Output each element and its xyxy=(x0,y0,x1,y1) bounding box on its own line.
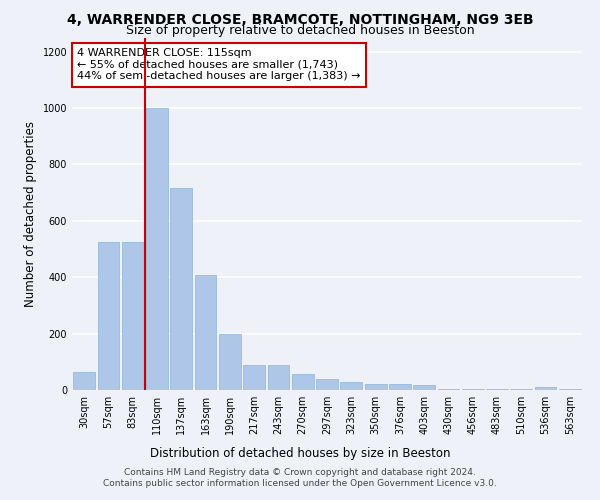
Bar xyxy=(170,188,192,390)
Bar xyxy=(340,382,362,390)
Bar xyxy=(316,378,338,390)
Bar xyxy=(486,388,508,390)
Bar xyxy=(437,388,460,390)
Bar xyxy=(146,108,168,390)
Bar xyxy=(292,374,314,390)
Bar xyxy=(219,334,241,390)
Bar xyxy=(268,364,289,390)
Bar xyxy=(535,386,556,390)
Bar xyxy=(97,242,119,390)
Text: 4, WARRENDER CLOSE, BRAMCOTE, NOTTINGHAM, NG9 3EB: 4, WARRENDER CLOSE, BRAMCOTE, NOTTINGHAM… xyxy=(67,12,533,26)
Bar xyxy=(243,364,265,390)
Bar xyxy=(462,388,484,390)
Text: Size of property relative to detached houses in Beeston: Size of property relative to detached ho… xyxy=(125,24,475,37)
Bar xyxy=(511,388,532,390)
Text: Distribution of detached houses by size in Beeston: Distribution of detached houses by size … xyxy=(150,448,450,460)
Bar xyxy=(559,388,581,390)
Y-axis label: Number of detached properties: Number of detached properties xyxy=(24,120,37,306)
Text: 4 WARRENDER CLOSE: 115sqm
← 55% of detached houses are smaller (1,743)
44% of se: 4 WARRENDER CLOSE: 115sqm ← 55% of detac… xyxy=(77,48,361,82)
Text: Contains HM Land Registry data © Crown copyright and database right 2024.
Contai: Contains HM Land Registry data © Crown c… xyxy=(103,468,497,487)
Bar xyxy=(413,385,435,390)
Bar xyxy=(365,384,386,390)
Bar xyxy=(389,384,411,390)
Bar xyxy=(194,275,217,390)
Bar xyxy=(122,242,143,390)
Bar xyxy=(73,372,95,390)
